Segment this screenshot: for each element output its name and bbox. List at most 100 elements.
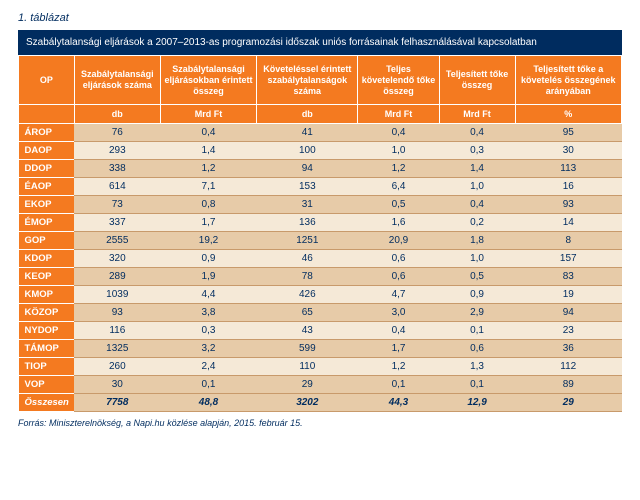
- unit-blank: [19, 105, 75, 124]
- table-row: ÁROP760,4410,40,495: [19, 124, 622, 142]
- cell: 4,4: [160, 286, 256, 304]
- table-total-row: Összesen775848,8320244,312,929: [19, 394, 622, 412]
- cell: 0,5: [358, 196, 439, 214]
- cell: 0,4: [160, 124, 256, 142]
- cell: 1,8: [439, 232, 515, 250]
- cell: 110: [257, 358, 358, 376]
- col-header-c4: Teljes követelendő tőke összeg: [358, 56, 439, 105]
- cell: 0,1: [439, 376, 515, 394]
- cell: 136: [257, 214, 358, 232]
- row-label: KÖZOP: [19, 304, 75, 322]
- cell: 1,2: [358, 160, 439, 178]
- col-header-op: OP: [19, 56, 75, 105]
- cell: 73: [74, 196, 160, 214]
- cell: 65: [257, 304, 358, 322]
- cell: 93: [515, 196, 621, 214]
- total-cell: 44,3: [358, 394, 439, 412]
- cell: 1,4: [439, 160, 515, 178]
- cell: 0,6: [358, 250, 439, 268]
- cell: 30: [74, 376, 160, 394]
- cell: 94: [257, 160, 358, 178]
- table-source: Forrás: Miniszterelnökség, a Napi.hu köz…: [18, 418, 622, 428]
- cell: 1,0: [439, 178, 515, 196]
- table-row: KEOP2891,9780,60,583: [19, 268, 622, 286]
- row-label: KMOP: [19, 286, 75, 304]
- table-body: ÁROP760,4410,40,495DAOP2931,41001,00,330…: [19, 124, 622, 412]
- cell: 3,2: [160, 340, 256, 358]
- unit-c5: Mrd Ft: [439, 105, 515, 124]
- table-row: VOP300,1290,10,189: [19, 376, 622, 394]
- cell: 1,6: [358, 214, 439, 232]
- cell: 1,2: [160, 160, 256, 178]
- cell: 2555: [74, 232, 160, 250]
- cell: 3,0: [358, 304, 439, 322]
- table-title: Szabálytalansági eljárások a 2007–2013-a…: [18, 30, 622, 55]
- cell: 0,6: [439, 340, 515, 358]
- cell: 1,3: [439, 358, 515, 376]
- cell: 0,8: [160, 196, 256, 214]
- cell: 614: [74, 178, 160, 196]
- cell: 338: [74, 160, 160, 178]
- col-header-c2: Szabálytalansági eljárásokban érintett ö…: [160, 56, 256, 105]
- cell: 260: [74, 358, 160, 376]
- table-row: DDOP3381,2941,21,4113: [19, 160, 622, 178]
- cell: 0,9: [160, 250, 256, 268]
- cell: 1325: [74, 340, 160, 358]
- cell: 2,4: [160, 358, 256, 376]
- cell: 29: [257, 376, 358, 394]
- row-label: KEOP: [19, 268, 75, 286]
- table-row: GOP255519,2125120,91,88: [19, 232, 622, 250]
- cell: 93: [74, 304, 160, 322]
- cell: 1,0: [358, 142, 439, 160]
- cell: 2,9: [439, 304, 515, 322]
- cell: 83: [515, 268, 621, 286]
- cell: 41: [257, 124, 358, 142]
- cell: 0,1: [160, 376, 256, 394]
- table-row: NYDOP1160,3430,40,123: [19, 322, 622, 340]
- data-table: OP Szabálytalansági eljárások száma Szab…: [18, 55, 622, 412]
- unit-c3: db: [257, 105, 358, 124]
- cell: 1,0: [439, 250, 515, 268]
- row-label: GOP: [19, 232, 75, 250]
- unit-c2: Mrd Ft: [160, 105, 256, 124]
- row-label: ÉAOP: [19, 178, 75, 196]
- table-row: DAOP2931,41001,00,330: [19, 142, 622, 160]
- row-label: KDOP: [19, 250, 75, 268]
- cell: 599: [257, 340, 358, 358]
- cell: 153: [257, 178, 358, 196]
- cell: 337: [74, 214, 160, 232]
- table-row: ÉMOP3371,71361,60,214: [19, 214, 622, 232]
- col-header-c5: Teljesített tőke összeg: [439, 56, 515, 105]
- total-cell: 29: [515, 394, 621, 412]
- cell: 157: [515, 250, 621, 268]
- cell: 1,4: [160, 142, 256, 160]
- cell: 112: [515, 358, 621, 376]
- cell: 94: [515, 304, 621, 322]
- col-header-c1: Szabálytalansági eljárások száma: [74, 56, 160, 105]
- total-cell: 3202: [257, 394, 358, 412]
- cell: 0,3: [160, 322, 256, 340]
- cell: 320: [74, 250, 160, 268]
- unit-c1: db: [74, 105, 160, 124]
- cell: 1,2: [358, 358, 439, 376]
- cell: 289: [74, 268, 160, 286]
- cell: 23: [515, 322, 621, 340]
- cell: 20,9: [358, 232, 439, 250]
- table-units: db Mrd Ft db Mrd Ft Mrd Ft %: [19, 105, 622, 124]
- table-row: ÉAOP6147,11536,41,016: [19, 178, 622, 196]
- row-label: DDOP: [19, 160, 75, 178]
- cell: 89: [515, 376, 621, 394]
- cell: 46: [257, 250, 358, 268]
- total-cell: 7758: [74, 394, 160, 412]
- cell: 100: [257, 142, 358, 160]
- cell: 19: [515, 286, 621, 304]
- row-label: EKOP: [19, 196, 75, 214]
- cell: 0,1: [358, 376, 439, 394]
- cell: 16: [515, 178, 621, 196]
- unit-c6: %: [515, 105, 621, 124]
- cell: 1,7: [160, 214, 256, 232]
- col-header-c6: Teljesített tőke a követelés összegének …: [515, 56, 621, 105]
- cell: 43: [257, 322, 358, 340]
- table-row: TIOP2602,41101,21,3112: [19, 358, 622, 376]
- cell: 0,2: [439, 214, 515, 232]
